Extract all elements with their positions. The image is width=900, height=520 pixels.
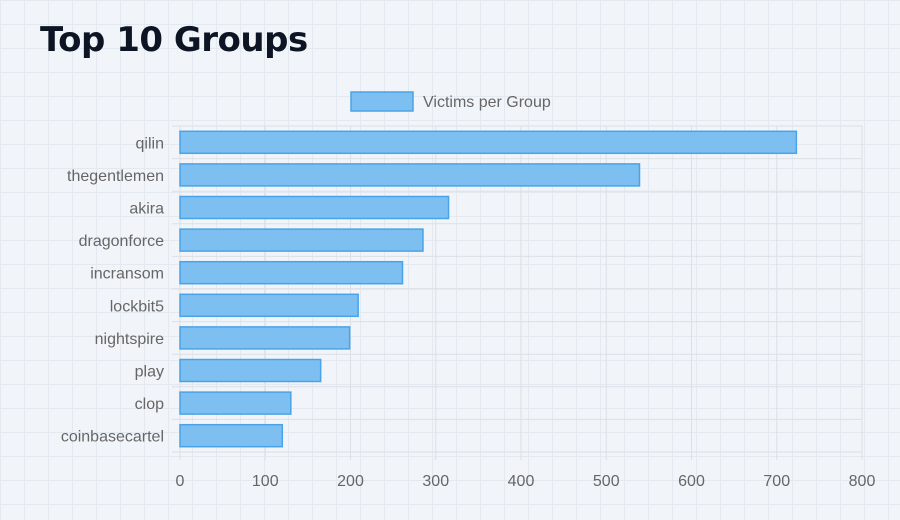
category-label: clop xyxy=(135,396,164,413)
x-tick-label: 400 xyxy=(508,473,535,490)
bar-play[interactable] xyxy=(179,358,322,383)
bar-nightspire[interactable] xyxy=(179,326,351,350)
category-labels: qilin thegentlemen akira dragonforce incrans… xyxy=(61,135,164,445)
x-tick-label: 100 xyxy=(252,473,279,490)
category-label: nightspire xyxy=(95,331,164,348)
bar-qilin[interactable] xyxy=(179,130,798,155)
page-title: Top 10 Groups xyxy=(40,20,308,60)
category-label: lockbit5 xyxy=(110,298,164,315)
legend-swatch xyxy=(350,91,414,112)
x-tick-label: 600 xyxy=(678,473,705,490)
bar-clop[interactable] xyxy=(179,391,292,415)
category-label: coinbasecartel xyxy=(61,429,164,446)
bar-lockbit5[interactable] xyxy=(179,293,359,318)
category-label: akira xyxy=(129,201,164,218)
category-label: play xyxy=(135,364,164,381)
category-label: qilin xyxy=(136,135,164,152)
category-label: incransom xyxy=(90,266,164,283)
category-label: dragonforce xyxy=(79,233,164,250)
x-axis-ticks: 0 100 200 300 400 500 600 700 800 xyxy=(176,473,876,490)
x-tick-label: 200 xyxy=(337,473,364,490)
x-tick-label: 300 xyxy=(422,473,449,490)
bar-akira[interactable] xyxy=(179,195,450,220)
bar-thegentlemen[interactable] xyxy=(179,163,641,187)
category-label: thegentlemen xyxy=(67,168,164,185)
bar-incransom[interactable] xyxy=(179,260,404,285)
x-tick-label: 700 xyxy=(763,473,790,490)
bar-coinbasecartel[interactable] xyxy=(179,423,284,448)
x-tick-label: 800 xyxy=(849,473,876,490)
x-tick-label: 500 xyxy=(593,473,620,490)
bars xyxy=(179,130,798,448)
x-tick-label: 0 xyxy=(176,473,185,490)
bar-dragonforce[interactable] xyxy=(179,228,424,252)
legend[interactable]: Victims per Group xyxy=(350,91,551,112)
legend-label: Victims per Group xyxy=(423,94,551,111)
